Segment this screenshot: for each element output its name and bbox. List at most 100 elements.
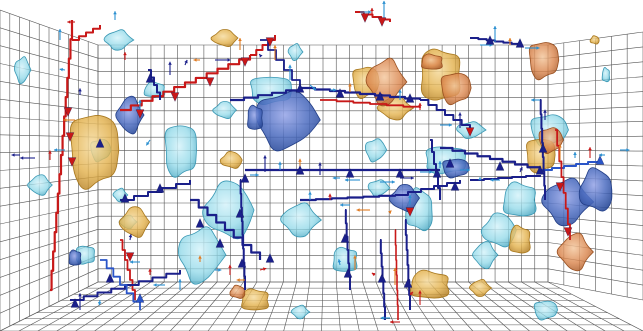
trajectory-layer [50, 11, 601, 320]
trajectory-path [120, 55, 252, 112]
vector-arrow-head [227, 58, 231, 62]
vector-arrow-head [398, 89, 402, 93]
cyan-blob [27, 174, 53, 196]
cone-marker [240, 57, 250, 67]
vector-arrow-head [54, 148, 58, 152]
vector-arrow-head [78, 293, 82, 297]
vector-arrow-head [63, 118, 67, 122]
trajectory-path [470, 175, 541, 181]
cone-marker [343, 268, 353, 278]
vector-arrow-head [153, 283, 157, 287]
vector-arrow-head [348, 83, 352, 87]
cone-marker [405, 207, 415, 217]
cyan-blob [280, 202, 322, 238]
blue-blob [255, 90, 321, 152]
vector-arrow-head [288, 64, 292, 68]
trajectory-path [72, 25, 101, 41]
orange-blob [528, 42, 560, 81]
cone-marker [465, 127, 475, 137]
cyan-blob [103, 29, 135, 51]
gold-blob [118, 206, 151, 238]
cyan-blob [287, 43, 304, 61]
blue-blob [578, 167, 613, 212]
vector-arrow-head [508, 38, 512, 42]
trajectory-path [440, 146, 542, 170]
blue-blob [68, 249, 82, 266]
vector-arrow-head [626, 148, 630, 152]
cyan-blob [212, 101, 237, 119]
vector-arrow-head [370, 7, 374, 11]
vector-arrow-head [380, 316, 384, 320]
trajectory-path [355, 11, 391, 22]
vector-arrow-head [58, 28, 62, 32]
cone-marker [265, 253, 275, 263]
vector-arrow-head [410, 176, 414, 180]
vector-arrow-head [146, 141, 150, 146]
vector-arrow-head [536, 46, 540, 50]
cone-marker [205, 77, 215, 87]
vector-arrow-head [48, 150, 52, 154]
arrow-layer [11, 0, 630, 324]
cone-marker [595, 155, 605, 165]
cone-marker [450, 181, 460, 191]
cone-marker [495, 161, 505, 171]
cone-marker [65, 132, 75, 142]
cone-marker [538, 143, 548, 153]
cyan-blob [364, 138, 388, 163]
vector-arrow-head [138, 99, 142, 103]
vector-arrow-head [228, 264, 232, 268]
cone-marker [215, 238, 225, 248]
cone-marker [105, 273, 115, 283]
cone-marker [485, 35, 495, 45]
vector-arrow-head [168, 61, 172, 65]
vector-arrow-head [67, 20, 71, 24]
cone-marker [155, 183, 165, 193]
cyan-blob [601, 67, 610, 83]
gold-blob [589, 35, 600, 45]
vector-arrow-head [438, 161, 442, 165]
vector-arrow-head [418, 290, 422, 294]
cone-marker [125, 252, 135, 262]
vector-arrow-head [390, 320, 394, 324]
vector-arrow-head [493, 26, 497, 30]
cyan-blob [164, 125, 197, 178]
cone-marker [295, 165, 305, 175]
orange-blob [440, 72, 472, 106]
cone-marker [235, 208, 245, 218]
cone-marker [360, 13, 370, 23]
cone-marker [265, 37, 275, 47]
trajectory-path [555, 129, 571, 240]
cone-marker [135, 109, 145, 119]
cone-marker [335, 88, 345, 98]
gold-blob [469, 279, 493, 297]
trajectory-path [420, 99, 471, 130]
vector-arrow-head [59, 67, 63, 72]
vector-arrow-head [337, 259, 342, 263]
vector-arrow-head [598, 153, 602, 157]
orange-blob [556, 232, 594, 272]
vector-arrow-head [218, 268, 222, 272]
cone-marker [67, 157, 77, 167]
vector-arrow-head [262, 267, 267, 271]
trajectory-path [539, 99, 546, 200]
trajectory-path [120, 239, 136, 300]
vector-arrow-head [543, 109, 547, 113]
vector-arrow-head [490, 178, 494, 182]
vector-arrow-head [128, 234, 133, 238]
trajectory-path [300, 194, 397, 202]
cone-marker [377, 17, 387, 27]
cone-marker [345, 168, 355, 178]
trajectory-path [404, 219, 411, 310]
trajectory-path [50, 20, 74, 292]
vector-arrow-head [238, 38, 242, 42]
vector-arrow-head [298, 158, 302, 162]
cyan-blob [367, 179, 391, 198]
vector-arrow-head [273, 45, 277, 49]
vector-arrow-head [123, 52, 127, 56]
vector-arrow-head [318, 162, 322, 166]
vector-arrow-head [20, 156, 24, 160]
vector-arrow-head [418, 102, 422, 106]
trajectory-path [394, 229, 399, 320]
vector-arrow-head [531, 98, 535, 102]
